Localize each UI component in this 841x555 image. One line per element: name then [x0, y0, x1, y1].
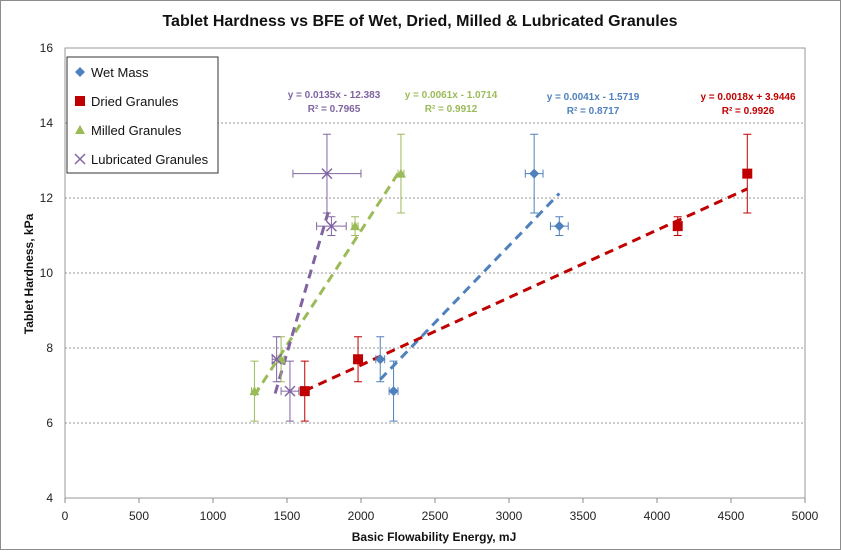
x-axis-ticks: 0 500 1000 1500 2000 2500 3000 3500 4000 4500 5000: [62, 498, 819, 523]
data-markers: [249, 168, 753, 397]
legend-label: Wet Mass: [91, 65, 149, 80]
marker-stroke: [325, 220, 337, 232]
trendline-r2: R² = 0.8717: [567, 106, 620, 117]
y-tick-label: 16: [40, 41, 54, 55]
x-tick-label: 3500: [570, 509, 597, 523]
data-point: [299, 386, 310, 397]
data-point: [321, 168, 333, 180]
trendline-equation: y = 0.0018x + 3.9446: [700, 92, 796, 103]
data-point: [554, 221, 565, 232]
marker-stroke: [271, 353, 283, 365]
x-tick-label: 1000: [200, 509, 227, 523]
x-tick-label: 3000: [496, 509, 523, 523]
legend: Wet Mass Dried Granules Milled Granules Lub…: [66, 56, 219, 174]
y-tick-label: 6: [46, 416, 53, 430]
x-tick-label: 5000: [792, 509, 819, 523]
marker-stroke: [284, 385, 296, 397]
y-tick-label: 12: [40, 191, 54, 205]
trendline-equation: y = 0.0041x - 1.5719: [547, 92, 640, 103]
data-point: [388, 386, 399, 397]
x-tick-label: 2500: [422, 509, 449, 523]
data-point: [672, 221, 683, 232]
y-tick-label: 8: [46, 341, 53, 355]
legend-label: Milled Granules: [91, 123, 182, 138]
legend-marker: [75, 67, 85, 77]
marker-stroke: [321, 168, 333, 180]
x-tick-label: 2000: [348, 509, 375, 523]
data-point: [353, 354, 364, 365]
legend-marker: [75, 125, 85, 134]
data-point: [325, 220, 337, 232]
y-tick-label: 4: [46, 491, 53, 505]
x-tick-label: 4000: [644, 509, 671, 523]
chart-title: Tablet Hardness vs BFE of Wet, Dried, Mi…: [162, 13, 677, 30]
gridlines: [65, 122, 805, 424]
data-point: [350, 221, 361, 231]
x-tick-label: 4500: [718, 509, 745, 523]
marker-stroke: [74, 153, 86, 165]
y-tick-label: 10: [40, 266, 54, 280]
legend-box: [66, 56, 219, 174]
x-axis-title: Basic Flowability Energy, mJ: [352, 530, 517, 544]
trendline-equation: y = 0.0135x - 12.383: [288, 90, 381, 101]
x-tick-label: 1500: [274, 509, 301, 523]
data-point: [249, 386, 260, 396]
y-axis-title: Tablet Hardness, kPa: [22, 213, 36, 334]
data-point: [271, 353, 283, 365]
trendline-equation: y = 0.0061x - 1.0714: [405, 90, 498, 101]
data-point: [742, 168, 753, 179]
trendline: [379, 192, 561, 381]
trendline-r2: R² = 0.7965: [308, 104, 361, 115]
x-tick-label: 0: [62, 509, 69, 523]
y-tick-label: 14: [40, 116, 54, 130]
data-point: [395, 168, 406, 178]
y-axis-ticks: 4 6 8 10 12 14 16: [40, 41, 54, 505]
legend-label: Dried Granules: [91, 94, 179, 109]
legend-label: Lubricated Granules: [91, 152, 209, 167]
trendline-equations: y = 0.0041x - 1.5719 R² = 0.8717 y = 0.001…: [288, 90, 796, 117]
x-tick-label: 500: [129, 509, 149, 523]
data-point: [375, 354, 386, 365]
trendline-r2: R² = 0.9912: [425, 104, 478, 115]
legend-marker: [74, 153, 86, 165]
data-point: [284, 385, 296, 397]
trendline-r2: R² = 0.9926: [722, 106, 775, 117]
data-point: [529, 168, 540, 179]
legend-marker: [75, 96, 85, 106]
